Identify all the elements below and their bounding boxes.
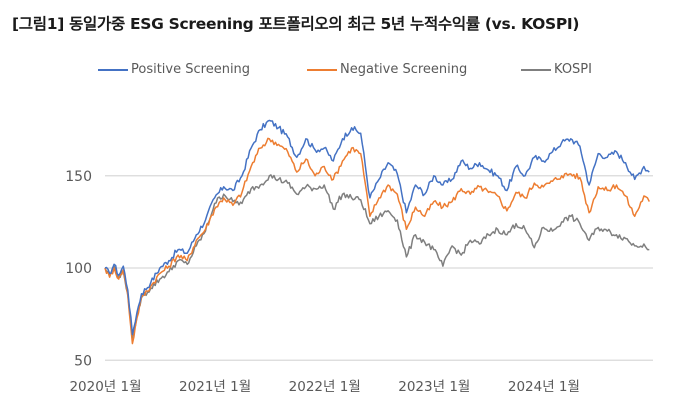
legend-label-positive: Positive Screening [131, 62, 251, 77]
series-line-kospi [104, 174, 650, 339]
y-tick-label: 100 [65, 261, 92, 277]
chart-title: [그림1] 동일가중 ESG Screening 포트폴리오의 최근 5년 누적… [12, 15, 580, 33]
y-axis-ticks: 50 100 150 [65, 169, 92, 370]
legend-swatch-kospi [521, 68, 551, 71]
y-tick-label: 150 [65, 169, 92, 185]
y-tick-label: 50 [74, 353, 92, 369]
series-line-negative-screening [104, 137, 650, 345]
legend-item-kospi: KOSPI [521, 62, 592, 77]
x-tick-label: 2021년 1월 [179, 379, 251, 395]
x-tick-label: 2020년 1월 [69, 379, 141, 395]
legend-swatch-negative [307, 68, 337, 71]
chart-legend: Positive Screening Negative Screening KO… [0, 62, 680, 82]
legend-item-positive-screening: Positive Screening [98, 62, 250, 77]
series-line-positive-screening [104, 119, 650, 336]
legend-item-negative-screening: Negative Screening [307, 62, 467, 77]
x-tick-label: 2023년 1월 [398, 379, 470, 395]
legend-label-negative: Negative Screening [340, 62, 468, 77]
gridlines [105, 175, 653, 361]
legend-label-kospi: KOSPI [554, 62, 592, 77]
series-lines [104, 119, 650, 345]
x-tick-label: 2022년 1월 [289, 379, 361, 395]
x-tick-label: 2024년 1월 [508, 379, 580, 395]
x-axis-ticks: 2020년 1월 2021년 1월 2022년 1월 2023년 1월 2024년 1월 [69, 379, 579, 395]
legend-swatch-positive [98, 68, 128, 71]
